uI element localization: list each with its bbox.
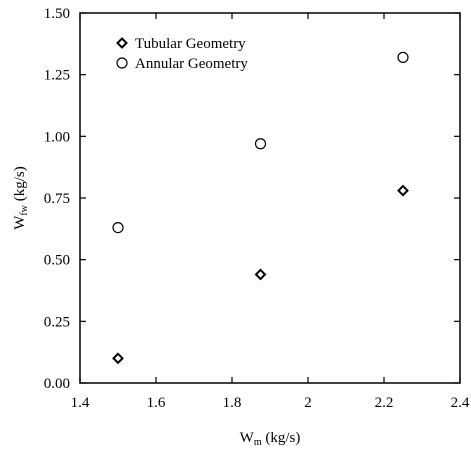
y-tick-label: 0.25 xyxy=(44,314,70,330)
annular-point xyxy=(397,51,409,64)
x-tick-label: 2.2 xyxy=(375,395,394,411)
legend-diamond-marker xyxy=(116,37,128,49)
y-tick-label: 1.50 xyxy=(44,6,70,22)
x-tick-label: 1.6 xyxy=(147,395,166,411)
x-tick-label: 2 xyxy=(304,395,312,411)
y-tick-label: 0.50 xyxy=(44,253,70,269)
y-tick-label: 0.75 xyxy=(44,191,70,207)
annular-point xyxy=(254,138,267,150)
tubular-point xyxy=(112,352,124,365)
x-axis-ticks: 1.4 1.6 1.8 2 2.2 2.4 xyxy=(71,13,470,411)
tubular-point xyxy=(254,268,267,281)
y-axis-ticks: 0.00 0.25 0.50 0.75 1.00 1.25 1.50 xyxy=(44,6,460,392)
x-axis-label: Wm (kg/s) xyxy=(240,430,301,448)
annular-point xyxy=(112,222,124,234)
y-tick-label: 0.00 xyxy=(44,376,70,392)
y-tick-label: 1.25 xyxy=(44,68,70,84)
y-axis-label: Wfw (kg/s) xyxy=(12,166,30,229)
legend-label: Annular Geometry xyxy=(135,56,248,72)
legend-label: Tubular Geometry xyxy=(135,36,246,52)
y-tick-label: 1.00 xyxy=(44,129,70,145)
x-tick-label: 1.4 xyxy=(71,395,90,411)
data-points xyxy=(112,51,409,365)
x-tick-label: 1.8 xyxy=(223,395,242,411)
tubular-point xyxy=(397,184,409,197)
x-tick-label: 2.4 xyxy=(451,395,470,411)
legend-circle-marker xyxy=(116,57,128,69)
legend: Tubular Geometry Annular Geometry xyxy=(116,36,248,72)
